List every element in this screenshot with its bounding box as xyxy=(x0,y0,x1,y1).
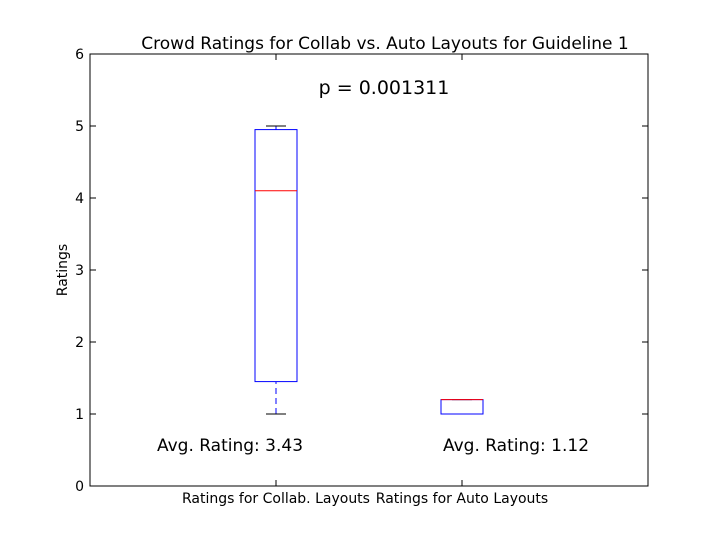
y-axis: 0 1 2 3 4 5 6 xyxy=(75,47,648,495)
y-tick-label: 4 xyxy=(75,191,84,207)
y-tick-label: 2 xyxy=(75,335,84,351)
avg-rating-collab: Avg. Rating: 3.43 xyxy=(157,436,303,456)
x-category-label: Ratings for Collab. Layouts xyxy=(182,491,370,507)
y-tick-label: 5 xyxy=(75,119,84,135)
chart-title: Crowd Ratings for Collab vs. Auto Layout… xyxy=(141,34,628,54)
x-axis: Ratings for Collab. Layouts Ratings for A… xyxy=(182,54,548,507)
x-category-label: Ratings for Auto Layouts xyxy=(376,491,548,507)
box-iqr xyxy=(254,129,298,383)
y-tick-label: 6 xyxy=(75,47,84,63)
y-tick-label: 0 xyxy=(75,479,84,495)
p-value-annotation: p = 0.001311 xyxy=(319,77,450,99)
avg-rating-auto: Avg. Rating: 1.12 xyxy=(443,436,589,456)
y-tick-label: 1 xyxy=(75,407,84,423)
plot-area xyxy=(89,53,649,487)
y-axis-label: Ratings xyxy=(55,244,71,296)
y-tick-label: 3 xyxy=(75,263,84,279)
boxes-group xyxy=(254,125,484,415)
box-iqr xyxy=(440,399,484,415)
